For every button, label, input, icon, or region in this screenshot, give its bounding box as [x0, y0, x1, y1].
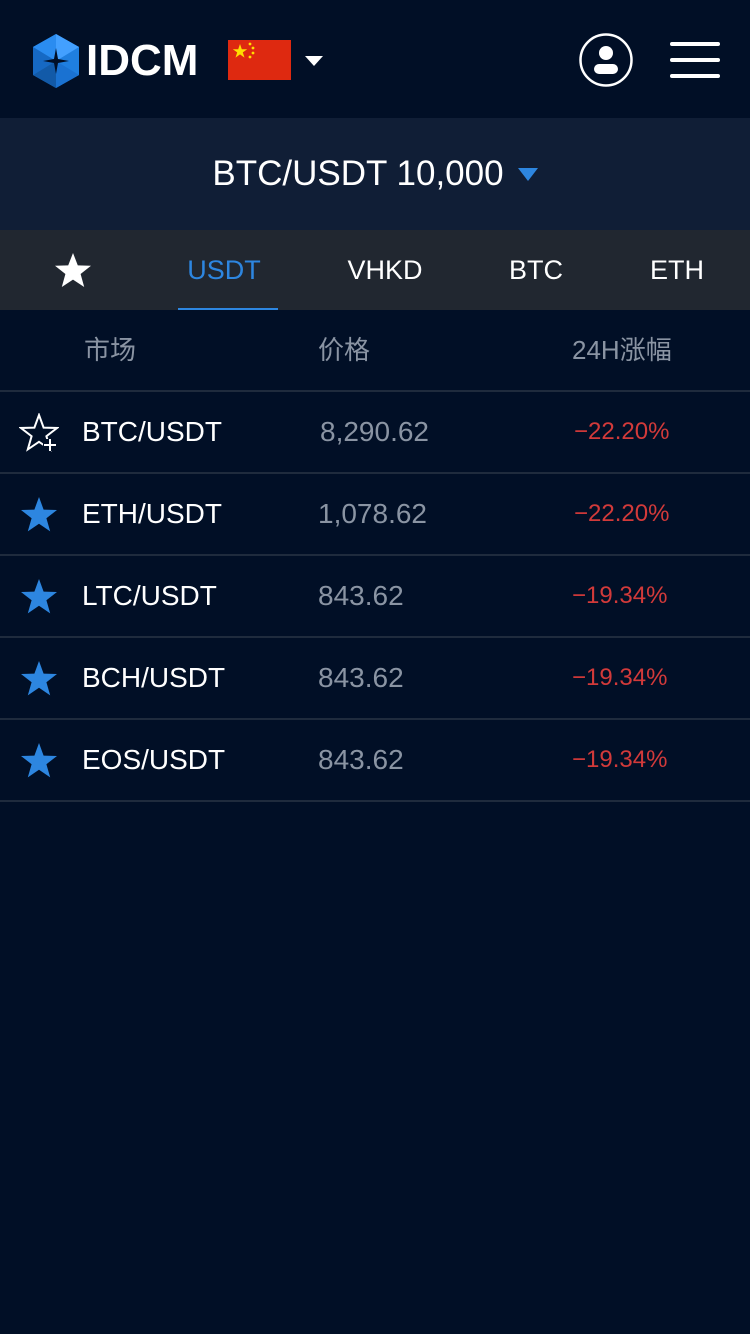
brand-name[interactable]: IDCM [86, 36, 199, 85]
column-header-price[interactable]: 价格 [318, 335, 371, 365]
pair-selector-label[interactable]: BTC/USDT 10,000 [212, 154, 504, 193]
tab-eth[interactable]: ETH [650, 255, 704, 285]
divider [0, 636, 750, 638]
row-pair: ETH/USDT [82, 498, 222, 529]
divider [0, 472, 750, 474]
row-price: 843.62 [318, 580, 404, 611]
row-change: −19.34% [572, 664, 668, 691]
market-tabs: USDT VHKD BTC ETH [0, 230, 750, 310]
favorites-star-icon[interactable] [54, 252, 92, 290]
row-price: 1,078.62 [318, 498, 427, 529]
column-header-change[interactable]: 24H涨幅 [572, 335, 672, 365]
table-row[interactable]: BTC/USDT 8,290.62 −22.20% [0, 392, 750, 472]
divider [0, 390, 750, 392]
star-filled-icon[interactable] [19, 741, 59, 781]
tab-usdt[interactable]: USDT [187, 255, 261, 285]
tab-btc[interactable]: BTC [509, 255, 563, 285]
row-pair: EOS/USDT [82, 744, 226, 775]
table-row[interactable]: BCH/USDT 843.62 −19.34% [0, 638, 750, 718]
hamburger-menu-icon[interactable] [670, 40, 720, 80]
column-header-market[interactable]: 市场 [84, 335, 137, 365]
star-filled-icon[interactable] [19, 659, 59, 699]
pair-selector[interactable]: BTC/USDT 10,000 [0, 118, 750, 230]
user-icon[interactable] [579, 33, 633, 87]
row-price: 8,290.62 [320, 416, 429, 447]
caret-down-icon[interactable] [517, 168, 538, 182]
table-row[interactable]: EOS/USDT 843.62 −19.34% [0, 720, 750, 800]
language-caret-down-icon[interactable] [305, 55, 323, 67]
row-pair: BCH/USDT [82, 662, 226, 693]
row-change: −19.34% [572, 582, 668, 609]
table-row[interactable]: LTC/USDT 843.62 −19.34% [0, 556, 750, 636]
row-pair: BTC/USDT [82, 416, 222, 447]
row-change: −22.20% [574, 418, 670, 445]
idcm-logo-icon[interactable] [32, 34, 80, 88]
divider [0, 554, 750, 556]
row-price: 843.62 [318, 744, 404, 775]
china-flag-icon[interactable] [228, 40, 291, 80]
top-header: IDCM [0, 0, 750, 118]
star-filled-icon[interactable] [19, 495, 59, 535]
row-pair: LTC/USDT [82, 580, 217, 611]
table-row[interactable]: ETH/USDT 1,078.62 −22.20% [0, 474, 750, 554]
divider [0, 800, 750, 802]
divider [0, 718, 750, 720]
star-filled-icon[interactable] [19, 577, 59, 617]
row-price: 843.62 [318, 662, 404, 693]
active-tab-indicator [178, 308, 278, 310]
tab-vhkd[interactable]: VHKD [347, 255, 423, 285]
row-change: −19.34% [572, 746, 668, 773]
row-change: −22.20% [574, 500, 670, 527]
star-add-outline-icon[interactable] [19, 413, 59, 453]
